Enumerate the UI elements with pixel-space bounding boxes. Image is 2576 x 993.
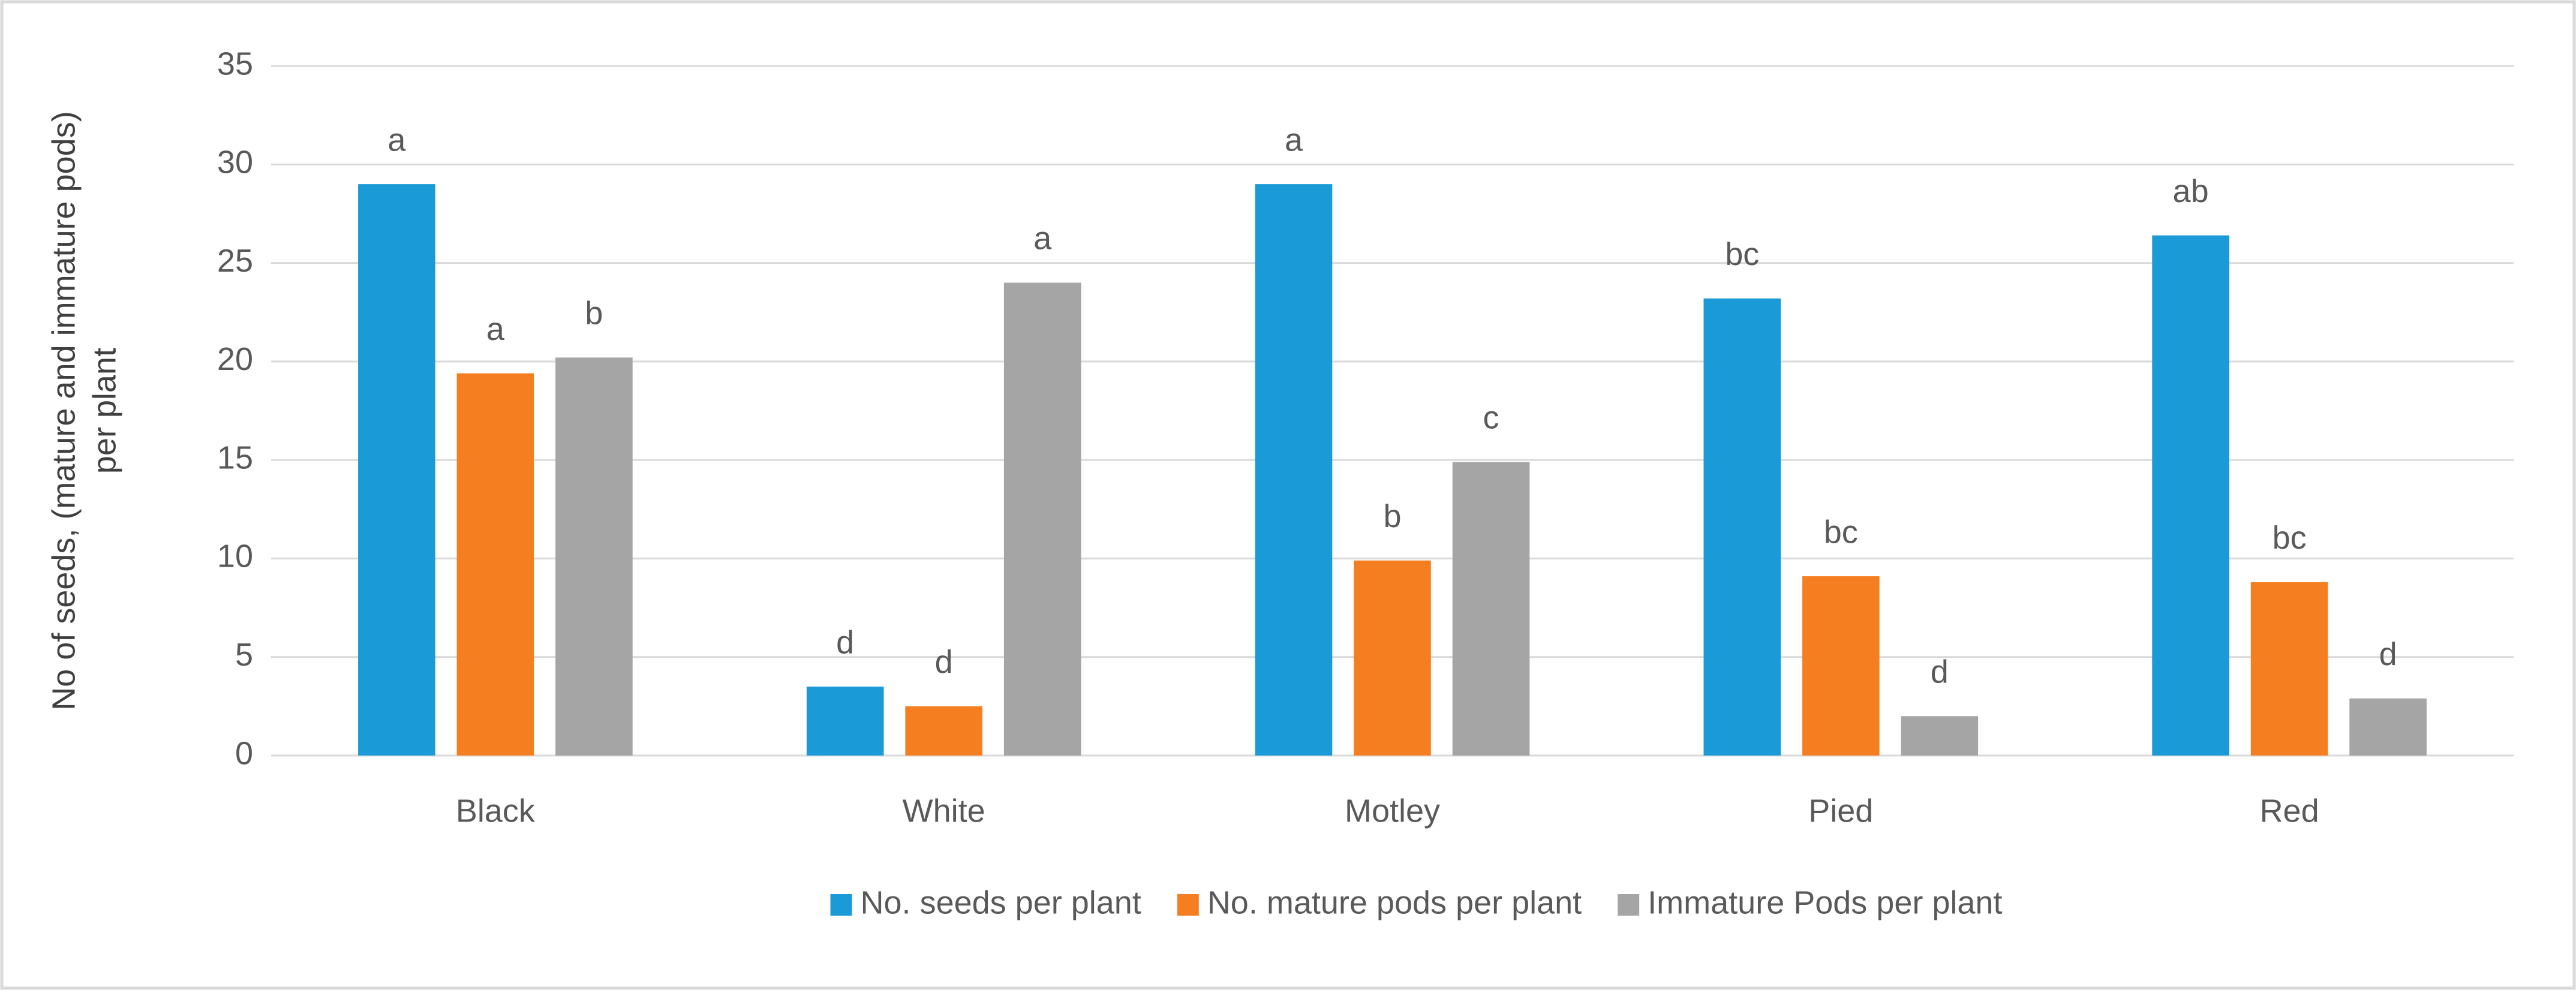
y-tick-label: 20 — [217, 341, 253, 377]
value-label: bc — [2273, 520, 2307, 556]
bar — [1003, 282, 1081, 756]
value-label: a — [387, 122, 406, 158]
value-label: d — [2379, 636, 2397, 672]
legend-swatch — [1177, 894, 1199, 916]
bar — [358, 184, 435, 756]
x-tick-label: Pied — [1808, 793, 1873, 829]
bar — [1354, 560, 1431, 756]
y-axis-title: per plant — [86, 348, 122, 474]
value-label: a — [486, 311, 505, 347]
legend-label: Immature Pods per plant — [1648, 884, 2002, 920]
bar — [806, 687, 884, 756]
value-label: b — [585, 296, 603, 332]
value-label: d — [836, 624, 854, 660]
y-tick-label: 15 — [217, 440, 253, 476]
bar — [1452, 462, 1530, 756]
bar — [555, 357, 633, 756]
bar — [1901, 716, 1979, 756]
bar — [2152, 235, 2229, 756]
y-tick-label: 30 — [217, 145, 253, 180]
value-label: d — [1931, 654, 1949, 690]
y-tick-label: 35 — [217, 46, 253, 82]
y-tick-label: 25 — [217, 243, 253, 279]
value-label: bc — [1824, 514, 1858, 550]
legend-label: No. mature pods per plant — [1207, 884, 1582, 920]
y-tick-label: 10 — [217, 538, 253, 574]
value-label: c — [1483, 400, 1499, 436]
bar — [1703, 298, 1781, 756]
legend-swatch — [1618, 894, 1640, 916]
y-tick-label: 0 — [235, 735, 253, 771]
x-tick-label: Motley — [1345, 793, 1440, 829]
value-label: b — [1383, 498, 1401, 534]
value-label: ab — [2173, 173, 2209, 209]
x-tick-label: Red — [2260, 793, 2319, 829]
value-label: bc — [1725, 236, 1759, 272]
bar — [1255, 184, 1333, 756]
value-label: a — [1033, 221, 1052, 257]
legend: No. seeds per plant No. mature pods per p… — [830, 884, 2002, 920]
bar — [1802, 576, 1880, 756]
bar — [2250, 582, 2328, 756]
value-label: a — [1285, 122, 1303, 158]
x-tick-label: White — [903, 793, 985, 829]
bar — [905, 706, 983, 756]
bar — [456, 373, 534, 756]
x-tick-label: Black — [456, 793, 536, 829]
value-label: d — [935, 644, 953, 680]
legend-swatch — [830, 894, 852, 916]
bar — [2349, 698, 2427, 756]
y-tick-label: 5 — [235, 637, 253, 673]
legend-label: No. seeds per plant — [861, 884, 1141, 920]
y-axis-title: No of seeds, (mature and immature pods) — [46, 111, 82, 710]
